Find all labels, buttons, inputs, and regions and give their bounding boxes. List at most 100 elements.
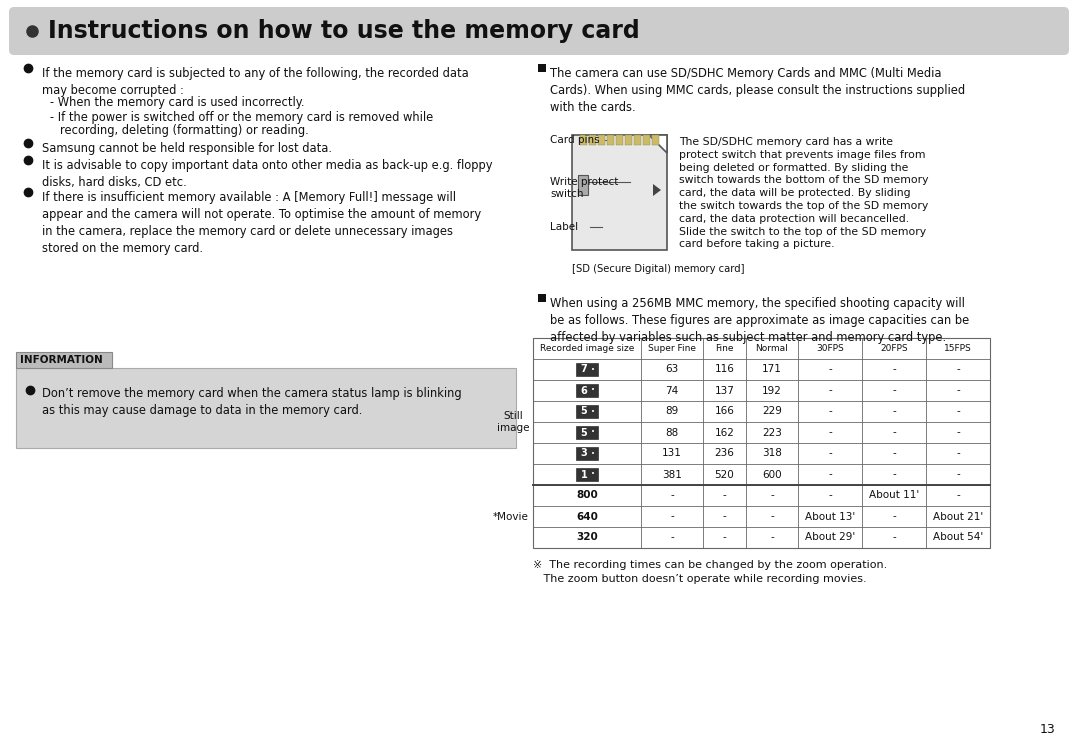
Text: - When the memory card is used incorrectly.: - When the memory card is used incorrect…: [50, 96, 305, 109]
Text: The SD/SDHC memory card has a write
protect switch that prevents image files fro: The SD/SDHC memory card has a write prot…: [679, 137, 929, 249]
Text: -: -: [956, 427, 960, 437]
Bar: [578, 175, 588, 195]
Text: 600: 600: [762, 469, 782, 480]
Text: *Movie: *Movie: [494, 512, 529, 521]
Bar: [616, 135, 623, 145]
Text: 320: 320: [576, 533, 598, 542]
Polygon shape: [653, 184, 661, 196]
Bar: [576, 426, 598, 439]
Text: 88: 88: [665, 427, 678, 437]
Bar: [572, 135, 667, 250]
Text: •: •: [591, 387, 595, 393]
Bar: [576, 447, 598, 460]
Text: -: -: [770, 533, 774, 542]
Bar: [538, 64, 546, 72]
Text: 63: 63: [665, 365, 678, 374]
Text: 5: 5: [581, 427, 588, 437]
Text: •: •: [591, 430, 595, 436]
Bar: [652, 135, 659, 145]
Text: -: -: [956, 386, 960, 395]
Bar: [576, 363, 598, 376]
Text: -: -: [828, 407, 832, 416]
Text: Recorded image size: Recorded image size: [540, 344, 634, 353]
Text: 171: 171: [762, 365, 782, 374]
Bar: [580, 135, 588, 145]
Bar: [607, 135, 615, 145]
Text: 800: 800: [576, 491, 598, 501]
Bar: [576, 384, 598, 397]
Text: Still
image: Still image: [497, 411, 529, 433]
Text: -: -: [892, 386, 896, 395]
Text: Instructions on how to use the memory card: Instructions on how to use the memory ca…: [48, 19, 639, 43]
Text: -: -: [770, 512, 774, 521]
Text: 89: 89: [665, 407, 678, 416]
Text: 20FPS: 20FPS: [880, 344, 908, 353]
Bar: [16, 368, 516, 448]
Text: •: •: [591, 451, 595, 457]
Text: -: -: [828, 365, 832, 374]
Text: 1: 1: [581, 469, 588, 480]
Text: 74: 74: [665, 386, 678, 395]
Text: If the memory card is subjected to any of the following, the recorded data
may b: If the memory card is subjected to any o…: [42, 67, 469, 97]
Text: -: -: [670, 512, 674, 521]
Text: INFORMATION: INFORMATION: [21, 355, 103, 365]
Text: -: -: [892, 407, 896, 416]
Text: The camera can use SD/SDHC Memory Cards and MMC (Multi Media
Cards). When using : The camera can use SD/SDHC Memory Cards …: [550, 67, 966, 114]
Text: Write protect
switch: Write protect switch: [550, 177, 619, 199]
Text: •: •: [591, 471, 595, 477]
Bar: [625, 135, 632, 145]
Text: -: -: [828, 386, 832, 395]
Text: -: -: [892, 469, 896, 480]
Text: -: -: [956, 491, 960, 501]
Text: -: -: [828, 448, 832, 459]
Text: 162: 162: [715, 427, 734, 437]
Text: 640: 640: [576, 512, 598, 521]
Bar: [598, 135, 605, 145]
Bar: [576, 468, 598, 481]
Polygon shape: [649, 135, 667, 153]
Text: 30FPS: 30FPS: [816, 344, 843, 353]
Text: 5: 5: [581, 407, 588, 416]
Text: -: -: [723, 533, 727, 542]
Text: Card pins: Card pins: [550, 135, 599, 145]
Bar: [16, 352, 112, 368]
Text: 223: 223: [762, 427, 782, 437]
Text: About 13': About 13': [805, 512, 855, 521]
Text: 15FPS: 15FPS: [944, 344, 972, 353]
Text: [SD (Secure Digital) memory card]: [SD (Secure Digital) memory card]: [572, 264, 744, 274]
Text: -: -: [892, 427, 896, 437]
Text: -: -: [828, 427, 832, 437]
Text: -: -: [670, 491, 674, 501]
Text: 166: 166: [715, 407, 734, 416]
Text: 137: 137: [715, 386, 734, 395]
FancyBboxPatch shape: [9, 7, 1069, 55]
Text: 13: 13: [1039, 723, 1055, 736]
Text: -: -: [723, 491, 727, 501]
Text: 131: 131: [662, 448, 681, 459]
Text: -: -: [956, 469, 960, 480]
Text: -: -: [723, 512, 727, 521]
Text: About 11': About 11': [869, 491, 919, 501]
Text: 318: 318: [762, 448, 782, 459]
Text: -: -: [670, 533, 674, 542]
Text: Don’t remove the memory card when the camera status lamp is blinking
as this may: Don’t remove the memory card when the ca…: [42, 387, 461, 417]
Bar: [643, 135, 650, 145]
Bar: [534, 338, 990, 548]
Bar: [576, 405, 598, 418]
Text: About 54': About 54': [933, 533, 983, 542]
Bar: [634, 135, 642, 145]
Bar: [538, 294, 546, 302]
Text: 520: 520: [715, 469, 734, 480]
Text: Super Fine: Super Fine: [648, 344, 696, 353]
Text: It is advisable to copy important data onto other media as back-up e.g. floppy
d: It is advisable to copy important data o…: [42, 159, 492, 189]
Text: recording, deleting (formatting) or reading.: recording, deleting (formatting) or read…: [60, 124, 309, 137]
Text: 236: 236: [715, 448, 734, 459]
Text: 381: 381: [662, 469, 681, 480]
Text: -: -: [770, 491, 774, 501]
Text: -: -: [892, 448, 896, 459]
Text: -: -: [892, 365, 896, 374]
Text: 116: 116: [715, 365, 734, 374]
Text: ※  The recording times can be changed by the zoom operation.: ※ The recording times can be changed by …: [534, 560, 888, 570]
Text: -: -: [956, 365, 960, 374]
Text: 229: 229: [762, 407, 782, 416]
